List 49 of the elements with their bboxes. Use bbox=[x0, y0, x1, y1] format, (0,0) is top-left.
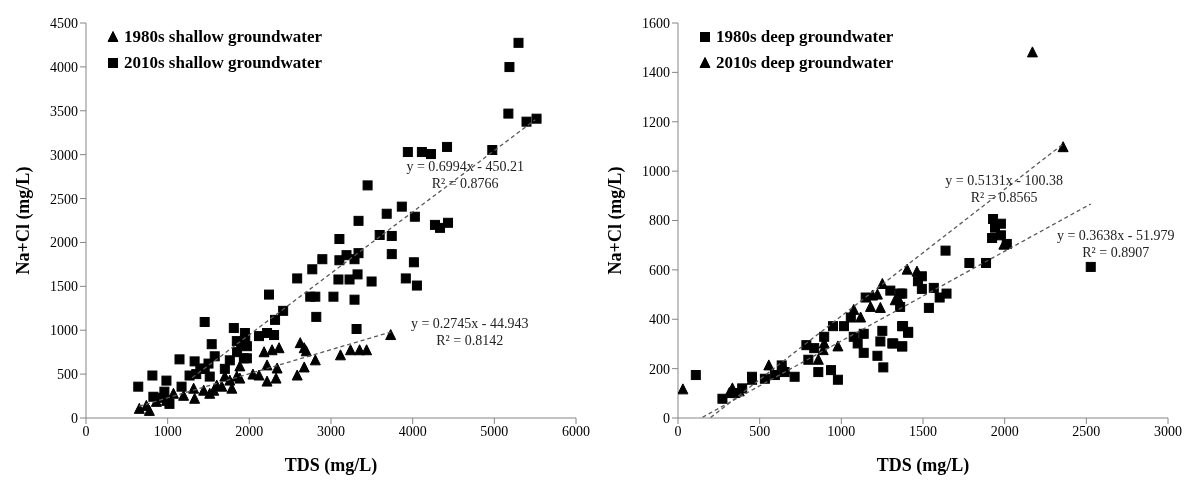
annotation: y = 0.3638x - 51.979 bbox=[1056, 227, 1175, 243]
x-tick-label: 0 bbox=[674, 423, 682, 439]
y-tick-label: 200 bbox=[649, 361, 670, 377]
annotation: R² = 0.8565 bbox=[970, 189, 1038, 205]
y-tick-label: 400 bbox=[649, 312, 670, 328]
x-axis-title: TDS (mg/L) bbox=[284, 455, 378, 476]
legend-label: 2010s shallow groundwater bbox=[124, 53, 323, 73]
y-axis-title: Na+Cl (mg/L) bbox=[13, 166, 35, 275]
y-tick-label: 1400 bbox=[642, 65, 670, 81]
x-tick-label: 1000 bbox=[827, 423, 856, 439]
x-tick-label: 2500 bbox=[1072, 423, 1101, 439]
y-tick-label: 1500 bbox=[50, 279, 78, 295]
y-tick-label: 0 bbox=[663, 410, 670, 426]
y-tick-label: 800 bbox=[649, 213, 670, 229]
annotation: R² = 0.8766 bbox=[431, 175, 499, 191]
annotation: y = 0.2745x - 44.943 bbox=[410, 316, 529, 332]
x-tick-label: 3000 bbox=[1154, 423, 1182, 439]
x-tick-label: 500 bbox=[749, 423, 771, 439]
annotation: R² = 0.8907 bbox=[1082, 244, 1150, 260]
x-axis-title: TDS (mg/L) bbox=[876, 455, 970, 476]
x-tick-label: 4000 bbox=[398, 423, 427, 439]
x-tick-label: 3000 bbox=[317, 423, 345, 439]
legend-label: 2010s deep groundwater bbox=[716, 53, 894, 73]
legend-label: 1980s shallow groundwater bbox=[124, 27, 323, 47]
y-tick-label: 500 bbox=[57, 367, 78, 383]
y-tick-label: 600 bbox=[649, 262, 670, 278]
annotation: y = 0.5131x - 100.38 bbox=[945, 172, 1063, 188]
y-tick-label: 1600 bbox=[642, 15, 670, 31]
y-tick-label: 1200 bbox=[642, 114, 670, 130]
y-tick-label: 2000 bbox=[50, 235, 78, 251]
annotation: y = 0.6994x - 450.21 bbox=[406, 158, 524, 174]
y-tick-label: 4000 bbox=[50, 59, 78, 75]
x-tick-label: 6000 bbox=[562, 423, 590, 439]
x-tick-label: 2000 bbox=[235, 423, 264, 439]
x-tick-label: 1000 bbox=[153, 423, 182, 439]
y-tick-label: 3500 bbox=[50, 103, 78, 119]
y-tick-label: 0 bbox=[71, 410, 78, 426]
y-tick-label: 1000 bbox=[50, 323, 78, 339]
y-tick-label: 2500 bbox=[50, 191, 78, 207]
x-tick-label: 2000 bbox=[990, 423, 1019, 439]
y-tick-label: 4500 bbox=[50, 15, 78, 31]
y-tick-label: 1000 bbox=[642, 164, 670, 180]
y-axis-title: Na+Cl (mg/L) bbox=[605, 166, 627, 275]
x-tick-label: 0 bbox=[82, 423, 90, 439]
x-tick-label: 1500 bbox=[909, 423, 937, 439]
x-tick-label: 5000 bbox=[480, 423, 509, 439]
legend-label: 1980s deep groundwater bbox=[716, 27, 894, 47]
annotation: R² = 0.8142 bbox=[436, 333, 504, 349]
y-tick-label: 3000 bbox=[50, 147, 78, 163]
